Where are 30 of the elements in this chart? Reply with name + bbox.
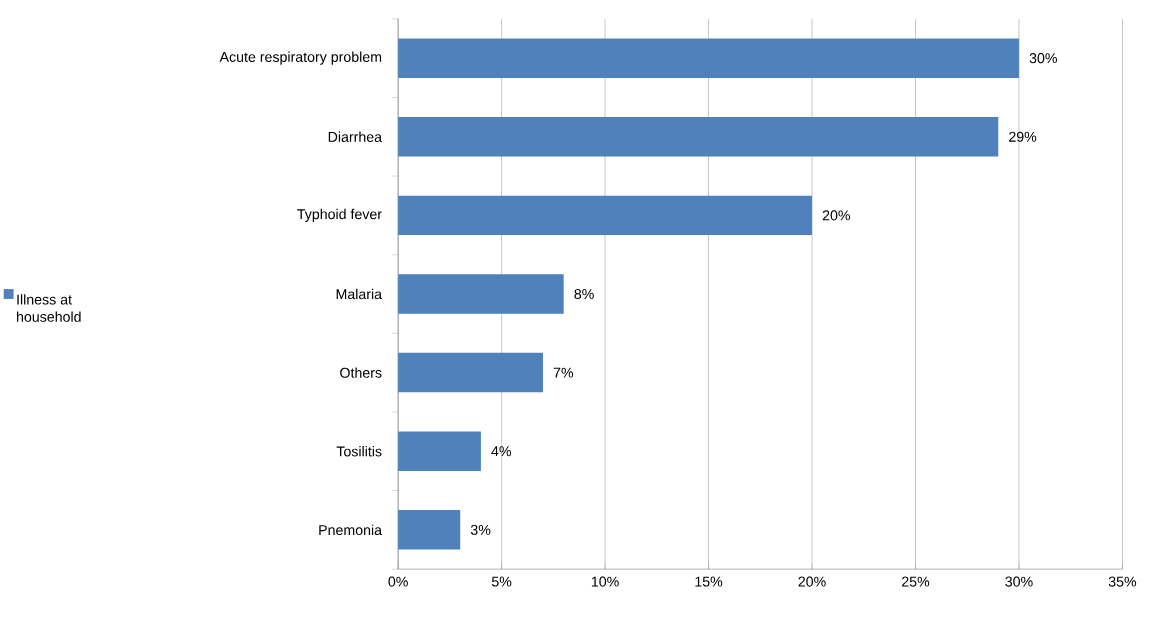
data-label: 4%: [491, 446, 512, 456]
legend-label: Illness at household: [17, 293, 81, 322]
y-tick-label: Tosilitis: [336, 445, 382, 457]
data-label: 3%: [470, 524, 491, 535]
y-tick-label: Malaria: [336, 288, 383, 300]
x-tick-label: 20%: [798, 576, 826, 587]
y-tick-label: Pnemonia: [319, 524, 383, 535]
data-label: 30%: [1029, 52, 1057, 63]
bar: [398, 352, 543, 393]
bar: [398, 431, 481, 471]
x-tick-label: 0%: [388, 576, 408, 587]
data-label: 7%: [553, 367, 574, 378]
data-label: 29%: [1009, 131, 1037, 142]
y-tick-label: Typhoid fever: [297, 208, 382, 222]
bar: [398, 116, 999, 157]
x-tick-label: 15%: [695, 576, 723, 587]
x-tick-label: 30%: [1005, 576, 1033, 587]
data-label: 20%: [822, 210, 851, 221]
data-label: 8%: [574, 288, 594, 299]
x-tick-label: 10%: [591, 576, 619, 587]
x-tick-label: 25%: [902, 576, 930, 587]
bar: [398, 509, 461, 550]
y-tick-label: Acute respiratory problem: [219, 51, 382, 65]
y-tick-label: Others: [340, 367, 382, 378]
bar: [398, 38, 1019, 78]
y-tick-label: Diarrhea: [328, 131, 383, 142]
x-tick-label: 35%: [1108, 576, 1137, 587]
bar: [398, 274, 564, 314]
bar: [398, 195, 813, 235]
x-tick-label: 5%: [491, 576, 512, 587]
